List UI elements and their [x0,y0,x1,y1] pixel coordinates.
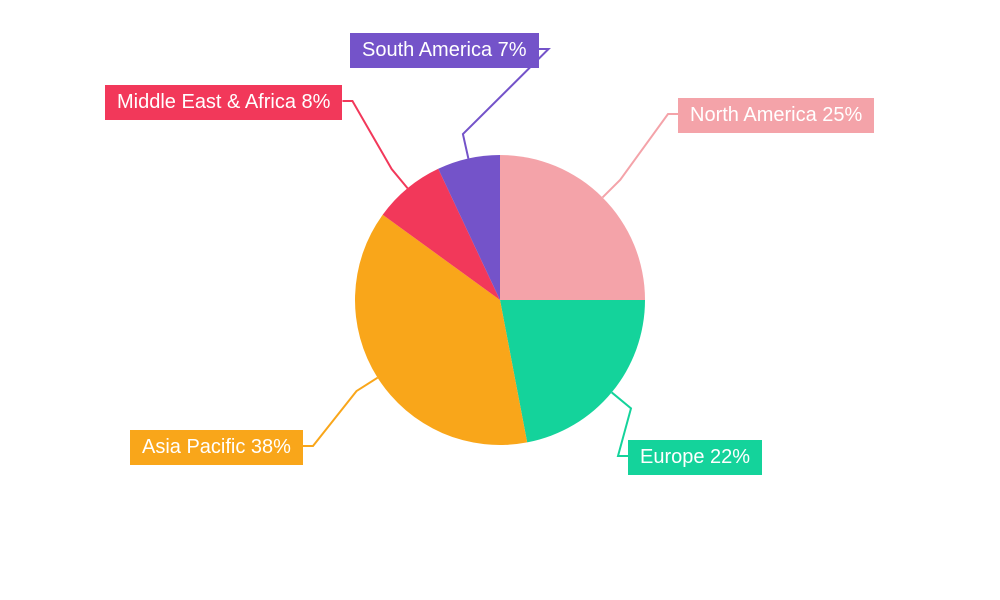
slice-label: Middle East & Africa 8% [105,85,342,120]
slice-label: South America 7% [350,33,539,68]
pie-chart: North America 25% Europe 22% Asia Pacific … [0,0,1000,600]
leader-line [303,378,378,446]
leader-line [342,101,407,188]
slice-label: North America 25% [678,98,874,133]
leader-line [603,114,678,197]
slice-label: Europe 22% [628,440,762,475]
slice-label: Asia Pacific 38% [130,430,303,465]
